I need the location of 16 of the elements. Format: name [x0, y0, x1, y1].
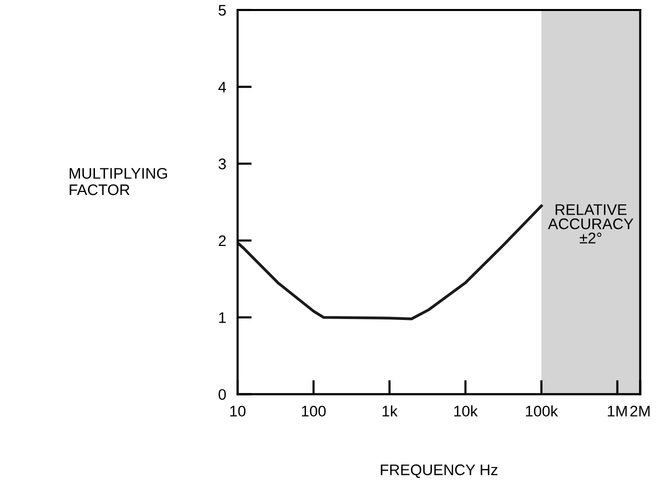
y-tick-label: 3 — [218, 158, 226, 170]
y-tick-label: 2 — [218, 235, 226, 246]
x-tick-label: 1M — [608, 406, 627, 416]
y-tick-label: 1 — [219, 312, 226, 323]
x-tick-label: 100k — [526, 405, 558, 417]
x-tick-label: 10k — [454, 405, 478, 417]
x-tick-label: 1k — [382, 405, 398, 416]
y-tick-label: 5 — [218, 5, 226, 16]
y-tick-label: 0 — [218, 389, 226, 400]
y-tick-label: 4 — [218, 82, 226, 92]
y-axis-title: MULTIPLYING FACTOR — [70, 168, 167, 196]
x-axis-title: FREQUENCY Hz — [380, 464, 498, 478]
band-label: RELATIVE ACCURACY ±2° — [548, 204, 634, 244]
x-tick-label: 2M — [630, 406, 650, 416]
x-tick-label: 10 — [230, 406, 246, 417]
x-tick-label: 100 — [302, 406, 326, 417]
